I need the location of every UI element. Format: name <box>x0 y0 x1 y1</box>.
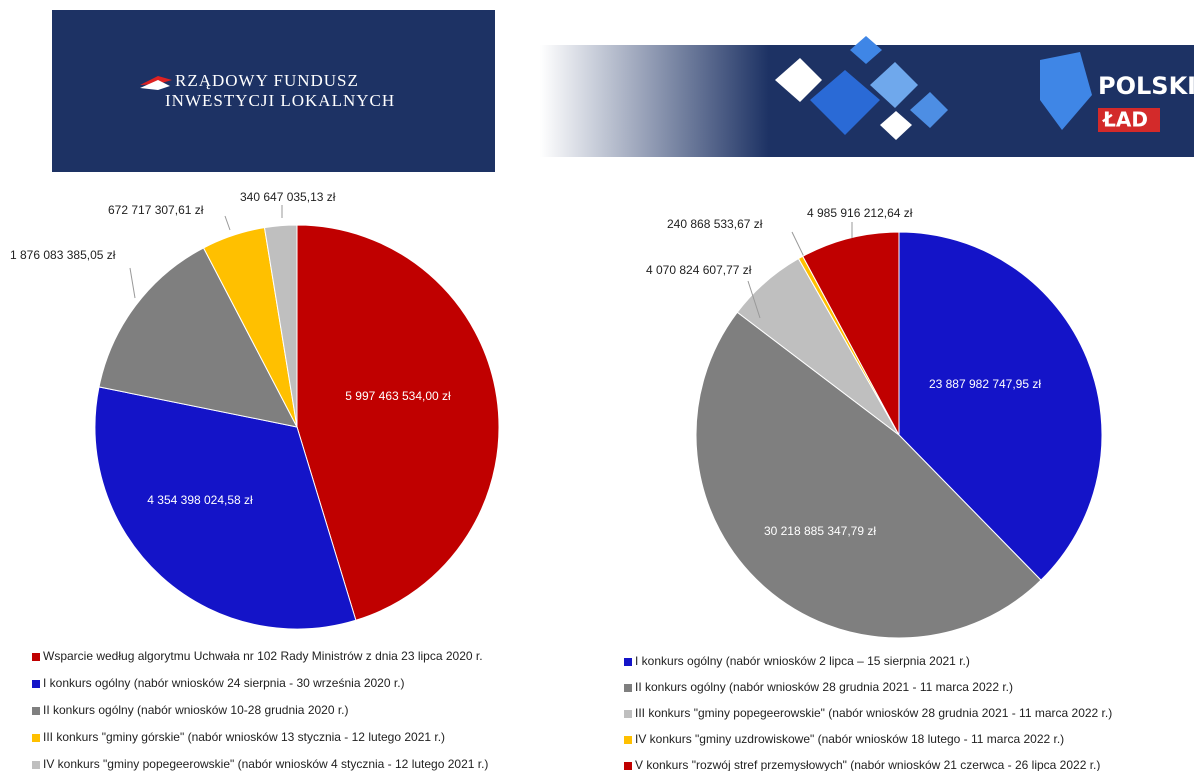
legend-label: III konkurs "gminy górskie" (nabór wnios… <box>43 730 445 744</box>
banner-title: INWESTYCJI LOKALNYCH <box>165 91 395 110</box>
pie-slice <box>94 386 357 630</box>
banner-title: POLSKI <box>1098 72 1194 100</box>
value-label: 4 070 824 607,77 zł <box>646 263 752 277</box>
legend-label: III konkurs "gminy popegeerowskie" (nabó… <box>635 706 1112 720</box>
value-label: 240 868 533,67 zł <box>667 217 763 231</box>
legend-label: IV konkurs "gminy popegeerowskie" (nabór… <box>43 757 488 771</box>
legend-label: IV konkurs "gminy uzdrowiskowe" (nabór w… <box>635 732 1064 746</box>
value-label: 4 985 916 212,64 zł <box>807 206 913 220</box>
pie-slice <box>898 231 1103 581</box>
legend-swatch <box>32 707 40 715</box>
legend-label: II konkurs ogólny (nabór wniosków 28 gru… <box>635 680 1013 694</box>
logo <box>140 80 170 90</box>
legend-label: II konkurs ogólny (nabór wniosków 10-28 … <box>43 703 349 717</box>
logo <box>140 76 172 85</box>
pie-slice <box>263 224 298 428</box>
leader-line <box>129 267 136 299</box>
legend-swatch <box>624 684 632 692</box>
legend-swatch <box>32 761 40 769</box>
value-label: 5 997 463 534,00 zł <box>345 389 451 403</box>
legend-swatch <box>32 653 40 661</box>
value-label: 340 647 035,13 zł <box>240 190 336 204</box>
leader-line <box>224 215 231 231</box>
pie-slice <box>296 224 500 621</box>
pie-slice <box>802 231 900 436</box>
banner-badge <box>1098 108 1160 132</box>
pie-slice <box>695 311 1042 639</box>
banner-title: ŁAD <box>1102 108 1148 132</box>
legend-swatch <box>32 734 40 742</box>
legend-swatch <box>32 680 40 688</box>
value-label: 672 717 307,61 zł <box>108 203 204 217</box>
legend-label: I konkurs ogólny (nabór wniosków 24 sier… <box>43 676 405 690</box>
legend-swatch <box>624 736 632 744</box>
value-label: 30 218 885 347,79 zł <box>764 524 876 538</box>
banner-title: RZĄDOWY FUNDUSZ <box>175 71 359 90</box>
legend-label: Wsparcie według algorytmu Uchwała nr 102… <box>43 649 483 663</box>
legend-label: V konkurs "rozwój stref przemysłowych" (… <box>635 758 1100 771</box>
value-label: 23 887 982 747,95 zł <box>929 377 1041 391</box>
diamonds <box>775 36 1092 140</box>
legend-swatch <box>624 710 632 718</box>
leader-line <box>747 280 761 319</box>
legend-label: I konkurs ogólny (nabór wniosków 2 lipca… <box>635 654 970 668</box>
legend-swatch <box>624 762 632 770</box>
value-label: 1 876 083 385,05 zł <box>10 248 116 262</box>
value-label: 4 354 398 024,58 zł <box>147 493 253 507</box>
pie-slice <box>98 247 298 428</box>
legend-swatch <box>624 658 632 666</box>
left-banner <box>52 10 495 172</box>
